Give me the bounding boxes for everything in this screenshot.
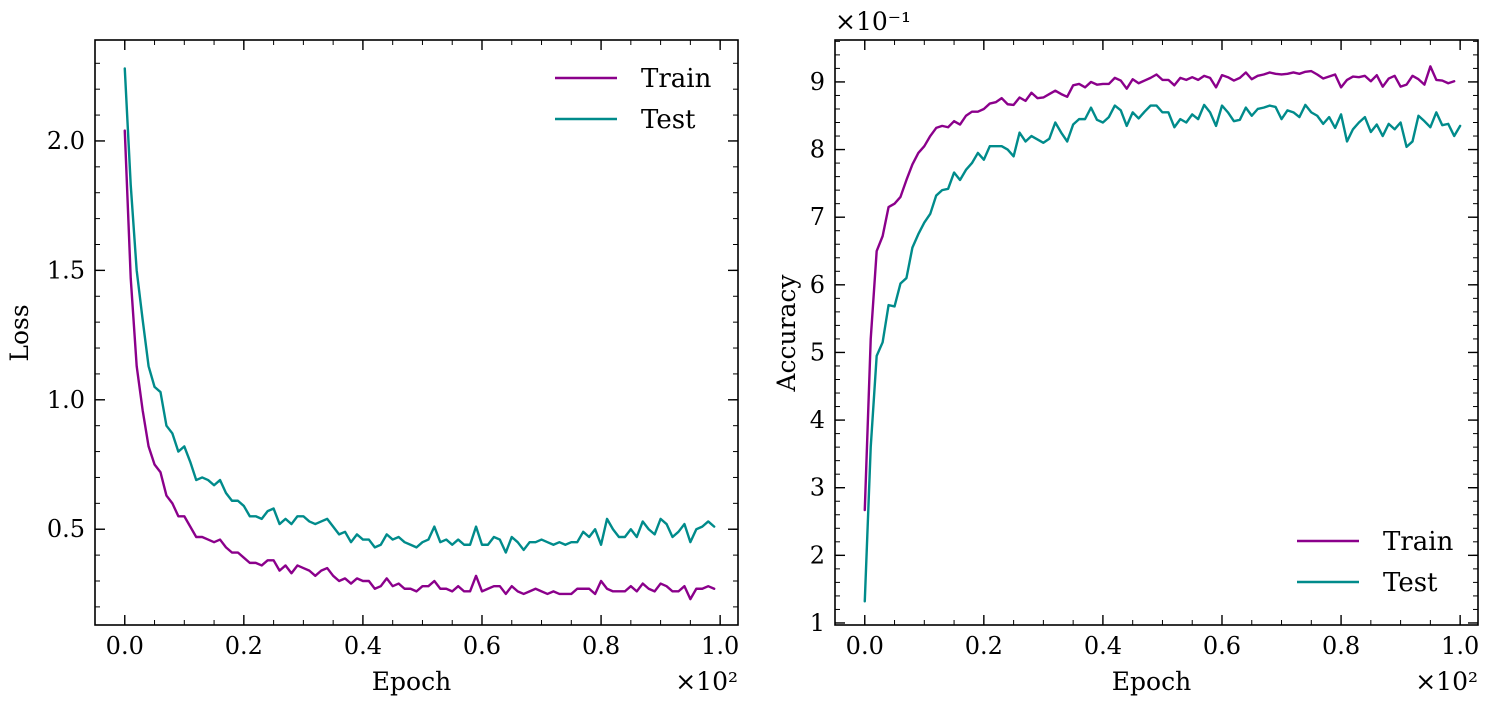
x-tick-label: 0.2 — [225, 632, 263, 660]
series-line-train — [123, 129, 716, 601]
y-tick-label: 5 — [810, 338, 825, 366]
x-multiplier-label: ×10² — [675, 667, 738, 696]
y-tick-label: 1.5 — [47, 256, 85, 284]
legend-label-train: Train — [1383, 527, 1454, 557]
y-axis-label: Accuracy — [772, 274, 801, 393]
accuracy-chart: 0.0 0.2 0.4 0.6 0.8 1.0 1 2 3 4 5 6 7 8 9 Epoch Accuracy… — [772, 7, 1479, 696]
legend-label-test: Test — [641, 105, 696, 135]
x-tick-label: 1.0 — [1441, 632, 1479, 660]
y-tick-label: 4 — [810, 406, 825, 434]
loss-chart: 0.0 0.2 0.4 0.6 0.8 1.0 0.5 1.0 1.5 2.0 Epoch Loss ×… — [5, 39, 739, 696]
x-tick-label: 0.6 — [1203, 632, 1241, 660]
y-tick-label: 3 — [810, 474, 825, 502]
y-tick-label: 6 — [810, 271, 825, 299]
y-tick-label: 2 — [810, 541, 825, 569]
legend-label-train: Train — [641, 64, 712, 94]
x-tick-label: 0.0 — [106, 632, 144, 660]
y-tick-label: 8 — [810, 136, 825, 164]
x-tick-label: 0.8 — [1322, 632, 1360, 660]
plot-frame — [834, 39, 1479, 626]
x-tick-label: 0.2 — [965, 632, 1003, 660]
x-axis-label: Epoch — [1112, 667, 1191, 696]
y-tick-label: 0.5 — [47, 515, 85, 543]
y-tick-label: 9 — [810, 68, 825, 96]
y-axis-label: Loss — [5, 304, 34, 361]
series-line-test — [863, 103, 1462, 603]
plot-frame — [94, 39, 739, 626]
x-tick-label: 0.6 — [463, 632, 501, 660]
x-tick-label: 0.0 — [846, 632, 884, 660]
y-tick-label: 1.0 — [47, 386, 85, 414]
y-tick-label: 2.0 — [47, 127, 85, 155]
x-tick-label: 0.8 — [582, 632, 620, 660]
y-tick-label: 7 — [810, 203, 825, 231]
x-tick-label: 0.4 — [344, 632, 382, 660]
x-axis-label: Epoch — [372, 667, 451, 696]
y-multiplier-label: ×10⁻¹ — [835, 7, 911, 36]
series-line-train — [863, 65, 1456, 512]
legend-label-test: Test — [1383, 568, 1438, 598]
series-line-test — [123, 67, 716, 554]
x-tick-label: 0.4 — [1084, 632, 1122, 660]
x-tick-label: 1.0 — [701, 632, 739, 660]
x-multiplier-label: ×10² — [1415, 667, 1478, 696]
y-tick-label: 1 — [810, 609, 825, 637]
